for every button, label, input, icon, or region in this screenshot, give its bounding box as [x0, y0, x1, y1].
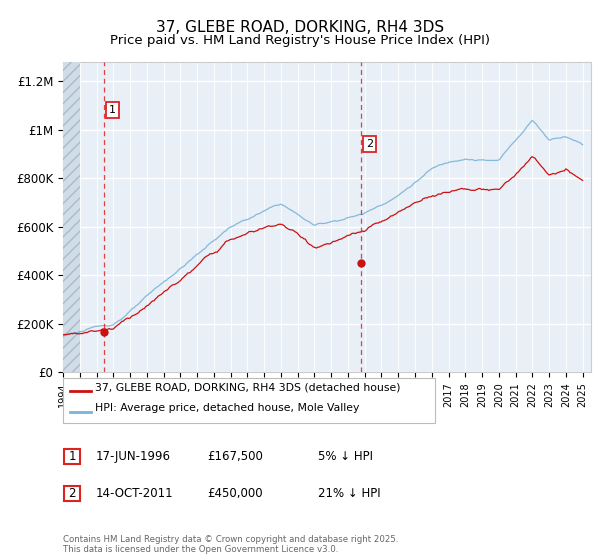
Text: 17-JUN-1996: 17-JUN-1996: [96, 450, 171, 463]
Text: HPI: Average price, detached house, Mole Valley: HPI: Average price, detached house, Mole…: [95, 403, 359, 413]
Bar: [63, 62, 80, 372]
Text: 37, GLEBE ROAD, DORKING, RH4 3DS (detached house): 37, GLEBE ROAD, DORKING, RH4 3DS (detach…: [95, 382, 400, 393]
Text: Price paid vs. HM Land Registry's House Price Index (HPI): Price paid vs. HM Land Registry's House …: [110, 34, 490, 46]
Text: 2: 2: [366, 139, 373, 149]
Text: 37, GLEBE ROAD, DORKING, RH4 3DS: 37, GLEBE ROAD, DORKING, RH4 3DS: [156, 20, 444, 35]
Text: Contains HM Land Registry data © Crown copyright and database right 2025.
This d: Contains HM Land Registry data © Crown c…: [63, 535, 398, 554]
Text: £167,500: £167,500: [207, 450, 263, 463]
Text: 14-OCT-2011: 14-OCT-2011: [96, 487, 173, 501]
Text: £450,000: £450,000: [207, 487, 263, 501]
Text: 5% ↓ HPI: 5% ↓ HPI: [318, 450, 373, 463]
Text: 1: 1: [109, 105, 116, 115]
Text: 1: 1: [68, 450, 76, 463]
Text: 2: 2: [68, 487, 76, 501]
Text: 21% ↓ HPI: 21% ↓ HPI: [318, 487, 380, 501]
